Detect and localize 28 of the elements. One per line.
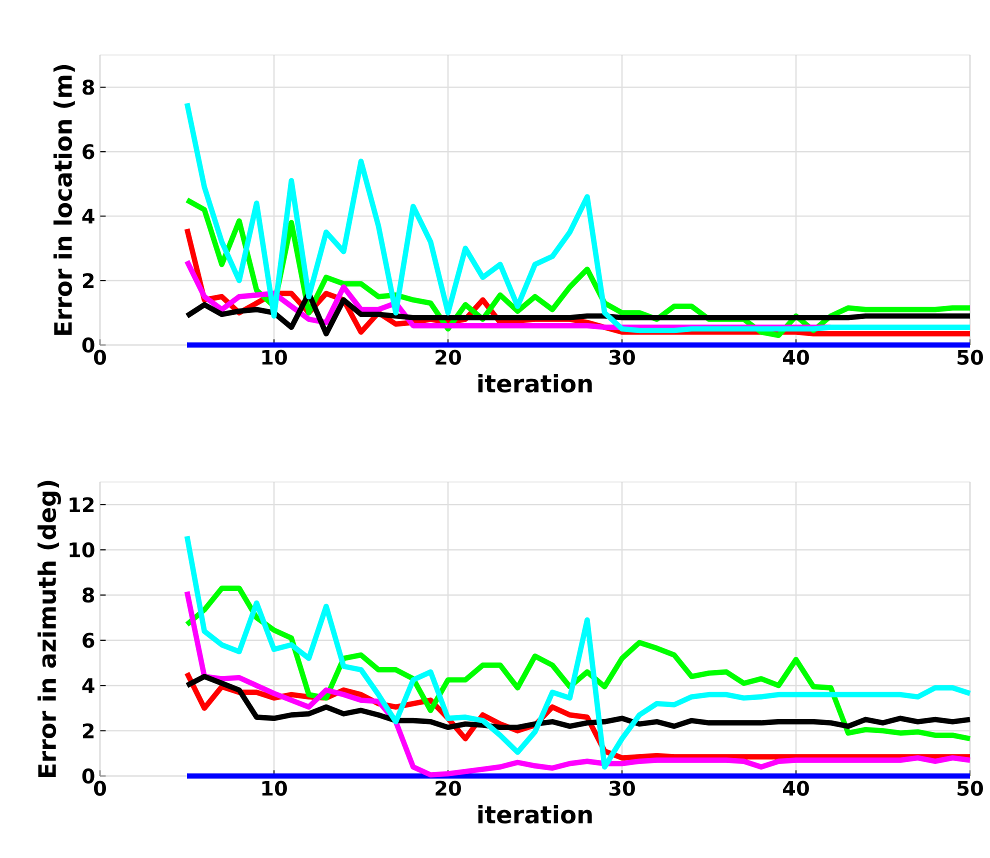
x-tick-label: 50 [958, 780, 983, 796]
x-tick-label: 20 [436, 350, 461, 365]
x-tick-label: 40 [782, 780, 809, 796]
x-tick-label: 40 [782, 350, 809, 365]
y-tick-label: 8 [82, 588, 94, 603]
x-tick-label: 50 [958, 350, 983, 365]
x-tick-label: 0 [94, 780, 106, 796]
y-axis-title: Error in location (m) [53, 65, 75, 335]
y-tick-label: 4 [82, 208, 94, 224]
x-tick-label: 30 [609, 780, 635, 796]
y-axis-title: Error in azimuth (deg) [38, 480, 61, 777]
x-tick-label: 10 [262, 350, 287, 365]
x-axis-title: iteration [478, 374, 592, 393]
y-tick-label: 8 [82, 80, 94, 95]
y-tick-label: 4 [82, 678, 94, 693]
y-tick-label: 0 [82, 337, 94, 353]
x-axis-title: iteration [478, 804, 592, 824]
x-tick-label: 20 [436, 780, 461, 796]
x-tick-label: 30 [609, 350, 635, 365]
x-tick-label: 10 [262, 780, 287, 796]
y-tick-label: 10 [70, 542, 94, 558]
y-tick-label: 2 [82, 273, 94, 288]
x-tick-label: 0 [94, 350, 106, 365]
y-tick-label: 6 [82, 144, 94, 160]
y-tick-label: 2 [82, 723, 94, 738]
y-tick-label: 12 [70, 497, 94, 512]
y-tick-label: 6 [82, 632, 94, 648]
y-tick-label: 0 [82, 768, 94, 784]
